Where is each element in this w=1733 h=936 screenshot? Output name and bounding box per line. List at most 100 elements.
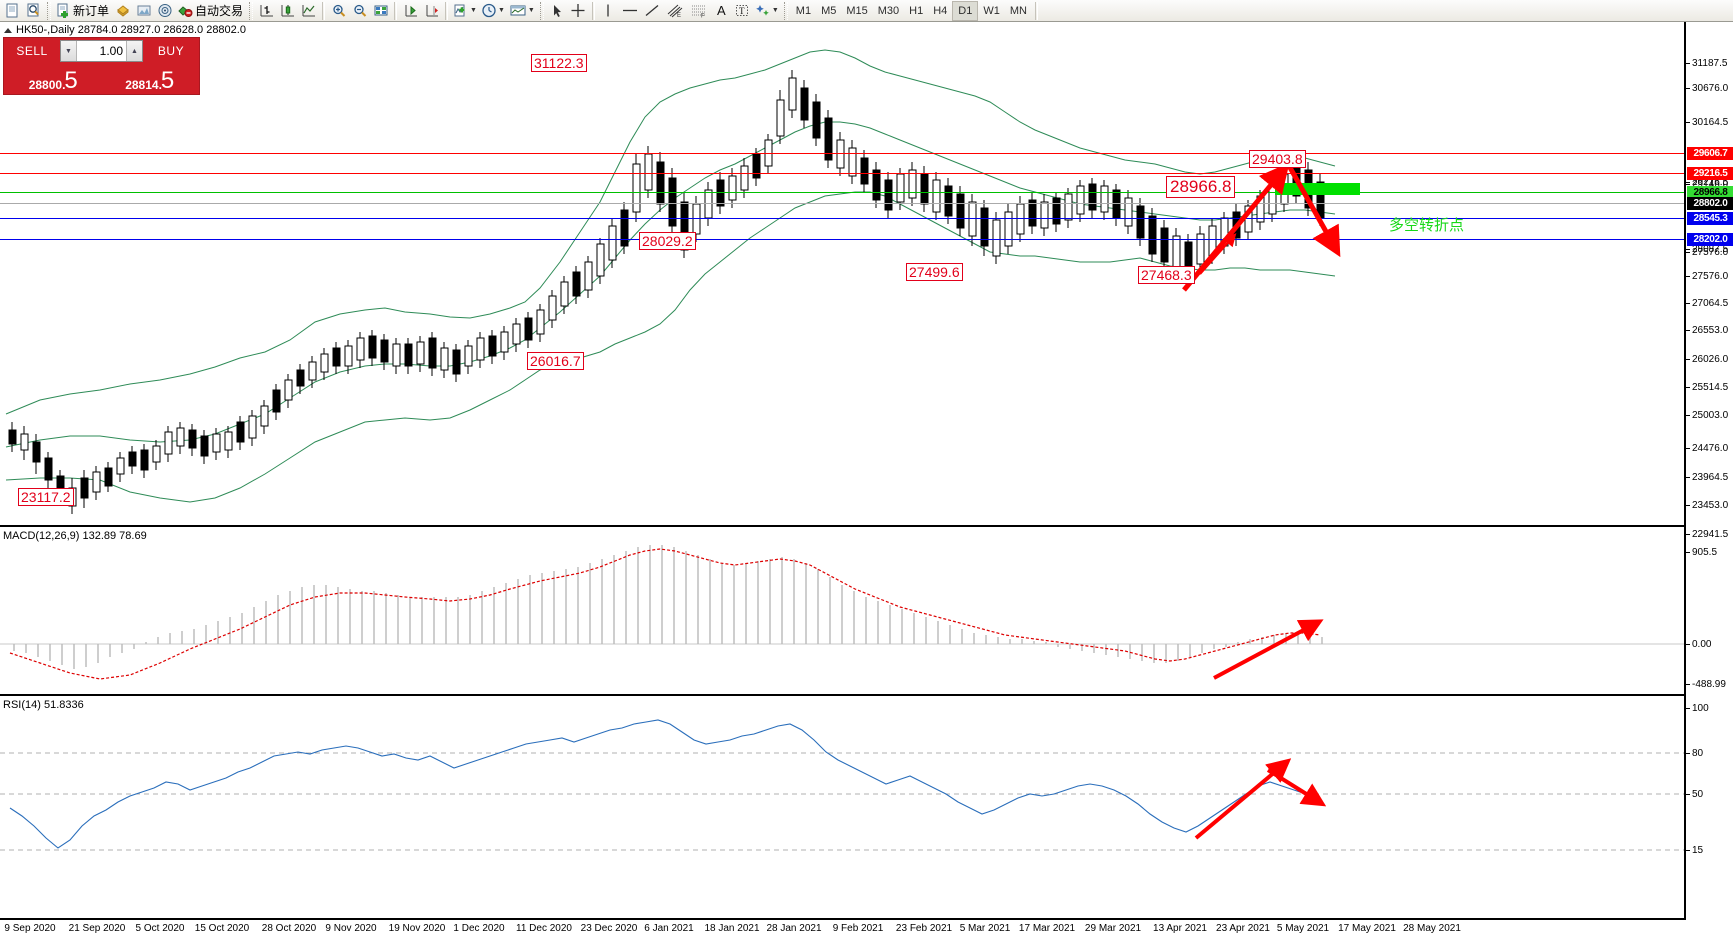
- price-tick-label-1: 30676.0: [1692, 82, 1729, 94]
- chevron-down-icon-3[interactable]: ▼: [527, 7, 535, 14]
- equidistant-channel-icon[interactable]: E: [663, 1, 687, 21]
- resistance-line-29606: [0, 153, 1684, 154]
- indicators-icon[interactable]: ▼: [451, 1, 479, 21]
- templates-icon[interactable]: ▼: [507, 1, 537, 21]
- volume-decrease-button[interactable]: ▼: [61, 41, 77, 61]
- navigator-icon[interactable]: [154, 1, 175, 21]
- note-29403[interactable]: 29403.8: [1249, 150, 1306, 168]
- macd-pane[interactable]: MACD(12,26,9) 132.89 78.69: [0, 529, 1684, 696]
- one-click-trade-panel[interactable]: SELL ▼ 1.00 ▲ BUY 28800 . 5 28814 . 5: [3, 37, 200, 95]
- buy-price-dot: .: [158, 78, 162, 92]
- crosshair-icon[interactable]: [568, 1, 589, 21]
- new-order-label: 新订单: [73, 4, 110, 18]
- fibonacci-icon[interactable]: F: [687, 1, 711, 21]
- time-label-8: 11 Dec 2020: [516, 923, 572, 934]
- note-27468[interactable]: 27468.3: [1138, 266, 1195, 284]
- time-label-12: 28 Jan 2021: [766, 923, 822, 934]
- price-badge-resistance-2[interactable]: 29216.5: [1687, 167, 1733, 180]
- timeframe-m1[interactable]: M1: [795, 4, 812, 17]
- note-28966[interactable]: 28966.8: [1166, 176, 1236, 198]
- time-label-14: 23 Feb 2021: [895, 923, 953, 934]
- price-tick-2: 30164.5: [1686, 116, 1733, 128]
- price-badge-support-2[interactable]: 28202.0: [1687, 233, 1733, 246]
- note-27499[interactable]: 27499.6: [906, 263, 963, 281]
- timeframe-w1[interactable]: W1: [983, 4, 1000, 17]
- grid-icon[interactable]: [370, 1, 391, 21]
- buy-price-integer: 28814: [125, 78, 159, 92]
- price-tick-label-11: 24476.0: [1692, 442, 1729, 454]
- timeframe-m15[interactable]: M15: [846, 4, 868, 17]
- note-28029[interactable]: 28029.2: [639, 232, 696, 250]
- sell-price[interactable]: 28800 . 5: [6, 64, 101, 92]
- text-tool-label: A: [717, 3, 726, 18]
- price-tick-label-14: 22941.5: [1692, 528, 1729, 540]
- price-pane[interactable]: HK50-,Daily 28784.0 28927.0 28628.0 2880…: [0, 22, 1684, 527]
- chevron-down-icon-2[interactable]: ▼: [497, 7, 505, 14]
- sell-price-integer: 28800: [28, 78, 63, 92]
- price-tick-1: 30676.0: [1686, 82, 1733, 94]
- new-chart-icon[interactable]: [2, 1, 23, 21]
- timeframe-h1[interactable]: H1: [909, 4, 924, 17]
- price-badge-current[interactable]: 28802.0: [1687, 197, 1733, 210]
- main-toolbar: 新订单 自动交易 ▼ ▼: [0, 0, 1733, 22]
- rsi-pane[interactable]: RSI(14) 51.8336: [0, 698, 1684, 920]
- time-label-1: 21 Sep 2020: [68, 923, 126, 934]
- collapse-triangle-icon[interactable]: [4, 27, 12, 33]
- buy-price[interactable]: 28814 . 5: [103, 64, 198, 92]
- time-label-0: 9 Sep 2020: [4, 923, 56, 934]
- chevron-down-icon-4[interactable]: ▼: [771, 7, 779, 14]
- chart-shift-icon[interactable]: [421, 1, 442, 21]
- chart-area[interactable]: HK50-,Daily 28784.0 28927.0 28628.0 2880…: [0, 22, 1733, 936]
- new-order-button[interactable]: 新订单: [54, 1, 112, 21]
- current-price-line: [0, 203, 1684, 204]
- zoom-out-icon[interactable]: [349, 1, 370, 21]
- text-icon[interactable]: A: [711, 1, 732, 21]
- rsi-title: RSI(14) 51.8336: [3, 699, 84, 711]
- timeframe-m30[interactable]: M30: [877, 4, 900, 17]
- expert-advisors-icon[interactable]: [112, 1, 133, 21]
- note-31122[interactable]: 31122.3: [531, 54, 587, 72]
- line-chart-icon[interactable]: [298, 1, 319, 21]
- time-label-17: 29 Mar 2021: [1084, 923, 1142, 934]
- data-window-icon[interactable]: [133, 1, 154, 21]
- price-tick-label-7: 26553.0: [1692, 324, 1729, 336]
- buy-button[interactable]: BUY: [157, 44, 185, 58]
- price-tick-29146: 29146.0: [1686, 178, 1733, 190]
- buy-price-fraction: 5: [160, 66, 175, 94]
- timeframe-m5[interactable]: M5: [821, 4, 837, 17]
- trendline-icon[interactable]: [641, 1, 663, 21]
- horizontal-line-icon[interactable]: [619, 1, 641, 21]
- period-icon[interactable]: ▼: [479, 1, 507, 21]
- price-badge-support-1[interactable]: 28545.3: [1687, 212, 1733, 225]
- cursor-icon[interactable]: [547, 1, 568, 21]
- macd-title: MACD(12,26,9) 132.89 78.69: [3, 530, 147, 542]
- autotrading-button[interactable]: 自动交易: [175, 1, 246, 21]
- auto-scroll-icon[interactable]: [400, 1, 421, 21]
- time-label-10: 6 Jan 2021: [644, 923, 694, 934]
- text-label-icon[interactable]: T: [732, 1, 753, 21]
- timeframe-mn[interactable]: MN: [1009, 4, 1027, 17]
- price-badge-resistance-1[interactable]: 29606.7: [1687, 147, 1733, 160]
- volume-input[interactable]: 1.00: [99, 44, 123, 58]
- price-tick-label-4: 28087.5: [1692, 243, 1729, 255]
- shapes-icon[interactable]: ▼: [753, 1, 781, 21]
- chevron-down-icon[interactable]: ▼: [470, 7, 477, 14]
- turning-point-annotation[interactable]: 多空转折点: [1389, 216, 1465, 234]
- search-icon[interactable]: [23, 1, 44, 21]
- rsi-tick-label-3: 15: [1692, 844, 1704, 856]
- bar-chart-icon[interactable]: [256, 1, 277, 21]
- price-axis[interactable]: 31187.5 30676.0 30164.5 29216.5 28087.5 …: [1684, 22, 1733, 920]
- price-badge-pivot[interactable]: 28966.8: [1687, 186, 1733, 199]
- time-label-16: 17 Mar 2021: [1018, 923, 1076, 934]
- price-tick-label-9: 25514.5: [1692, 381, 1729, 393]
- vertical-line-icon[interactable]: [598, 1, 619, 21]
- volume-increase-button[interactable]: ▲: [126, 41, 142, 61]
- note-26016[interactable]: 26016.7: [527, 352, 584, 370]
- timeframe-h4[interactable]: H4: [933, 4, 948, 17]
- note-23117[interactable]: 23117.2: [18, 488, 74, 506]
- timeframe-d1[interactable]: D1: [952, 0, 979, 21]
- volume-stepper[interactable]: ▼ 1.00 ▲: [60, 40, 143, 62]
- candlestick-chart-icon[interactable]: [277, 1, 298, 21]
- sell-button[interactable]: SELL: [16, 44, 48, 58]
- zoom-in-icon[interactable]: [328, 1, 349, 21]
